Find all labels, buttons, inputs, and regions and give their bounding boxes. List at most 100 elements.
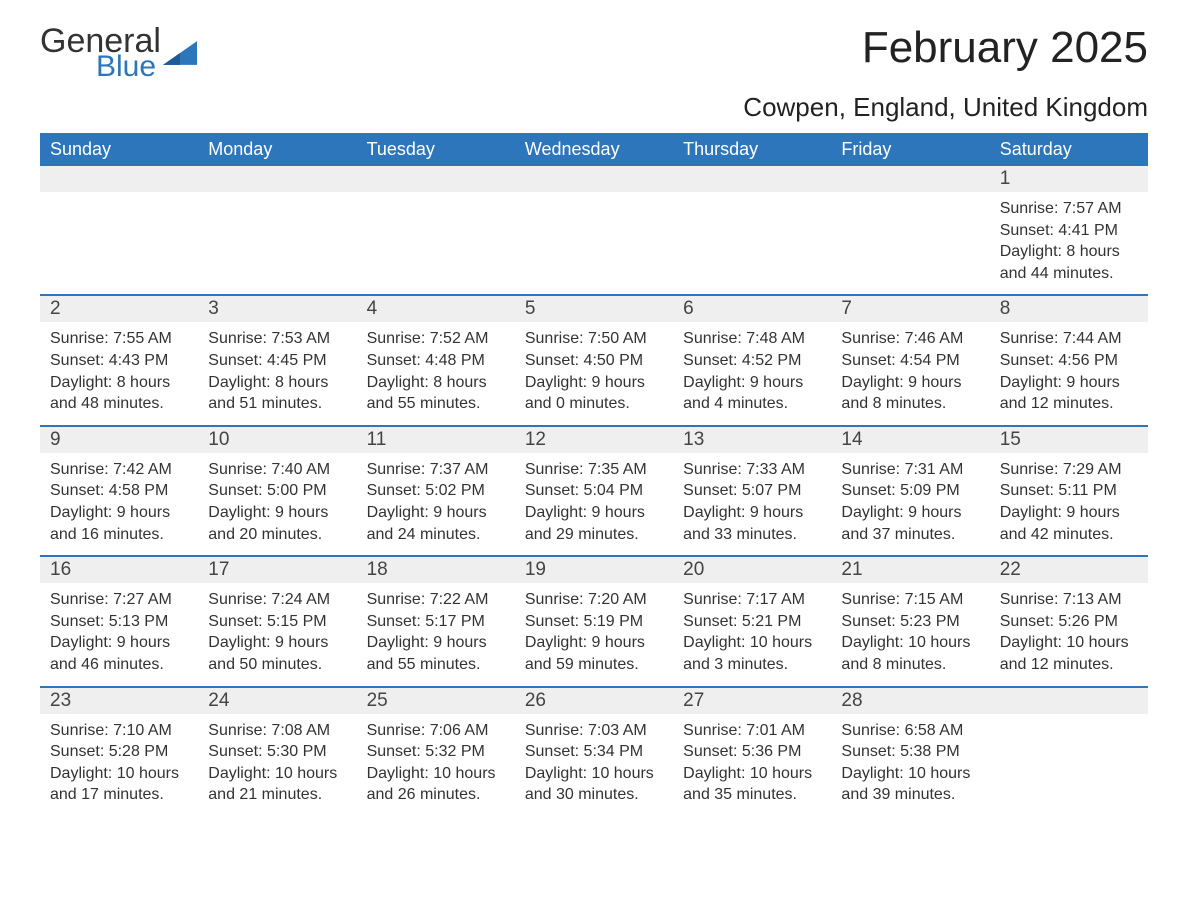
- day-number: 16: [40, 557, 198, 583]
- calendar-day: 12Sunrise: 7:35 AMSunset: 5:04 PMDayligh…: [515, 427, 673, 555]
- daylight-text: Daylight: 10 hours and 35 minutes.: [683, 763, 821, 806]
- day-number: 2: [40, 296, 198, 322]
- day-number: 18: [357, 557, 515, 583]
- day-details: Sunrise: 7:22 AMSunset: 5:17 PMDaylight:…: [367, 589, 505, 675]
- daylight-text: Daylight: 9 hours and 16 minutes.: [50, 502, 188, 545]
- day-details: Sunrise: 7:37 AMSunset: 5:02 PMDaylight:…: [367, 459, 505, 545]
- weekday-label: Saturday: [990, 133, 1148, 166]
- sunrise-text: Sunrise: 7:22 AM: [367, 589, 505, 611]
- daylight-text: Daylight: 10 hours and 39 minutes.: [841, 763, 979, 806]
- day-number: 8: [990, 296, 1148, 322]
- sunset-text: Sunset: 4:43 PM: [50, 350, 188, 372]
- sunrise-text: Sunrise: 7:13 AM: [1000, 589, 1138, 611]
- day-details: Sunrise: 6:58 AMSunset: 5:38 PMDaylight:…: [841, 720, 979, 806]
- sunrise-text: Sunrise: 7:29 AM: [1000, 459, 1138, 481]
- sunset-text: Sunset: 5:34 PM: [525, 741, 663, 763]
- sunset-text: Sunset: 5:11 PM: [1000, 480, 1138, 502]
- day-number: 9: [40, 427, 198, 453]
- daylight-text: Daylight: 9 hours and 12 minutes.: [1000, 372, 1138, 415]
- calendar-day: 18 Sunrise: 7:22 AMSunset: 5:17 PMDayligh…: [357, 557, 515, 685]
- day-number: 22: [990, 557, 1148, 583]
- weekday-label: Tuesday: [357, 133, 515, 166]
- sunrise-text: Sunrise: 7:03 AM: [525, 720, 663, 742]
- sunrise-text: Sunrise: 7:01 AM: [683, 720, 821, 742]
- calendar-day: 11Sunrise: 7:37 AMSunset: 5:02 PMDayligh…: [357, 427, 515, 555]
- day-number: 1: [990, 166, 1148, 192]
- calendar-day: 24Sunrise: 7:08 AMSunset: 5:30 PMDayligh…: [198, 688, 356, 816]
- calendar-week: 23Sunrise: 7:10 AMSunset: 5:28 PMDayligh…: [40, 686, 1148, 816]
- weekday-label: Friday: [831, 133, 989, 166]
- calendar-day: 21Sunrise: 7:15 AMSunset: 5:23 PMDayligh…: [831, 557, 989, 685]
- daylight-text: Daylight: 10 hours and 21 minutes.: [208, 763, 346, 806]
- day-number: 13: [673, 427, 831, 453]
- calendar-day: 6Sunrise: 7:48 AMSunset: 4:52 PMDaylight…: [673, 296, 831, 424]
- calendar-day: [831, 166, 989, 294]
- day-number: 23: [40, 688, 198, 714]
- daylight-text: Daylight: 9 hours and 50 minutes.: [208, 632, 346, 675]
- sunset-text: Sunset: 5:26 PM: [1000, 611, 1138, 633]
- day-details: Sunrise: 7:35 AMSunset: 5:04 PMDaylight:…: [525, 459, 663, 545]
- day-details: Sunrise: 7:44 AMSunset: 4:56 PMDaylight:…: [1000, 328, 1138, 414]
- logo-word2: Blue: [96, 52, 161, 82]
- sunrise-text: Sunrise: 7:33 AM: [683, 459, 821, 481]
- calendar-day: 27Sunrise: 7:01 AMSunset: 5:36 PMDayligh…: [673, 688, 831, 816]
- day-number: 3: [198, 296, 356, 322]
- daylight-text: Daylight: 8 hours and 55 minutes.: [367, 372, 505, 415]
- calendar-day: [673, 166, 831, 294]
- sunrise-text: Sunrise: 7:15 AM: [841, 589, 979, 611]
- calendar-day: 4Sunrise: 7:52 AMSunset: 4:48 PMDaylight…: [357, 296, 515, 424]
- sunset-text: Sunset: 5:17 PM: [367, 611, 505, 633]
- sunset-text: Sunset: 5:02 PM: [367, 480, 505, 502]
- daylight-text: Daylight: 9 hours and 55 minutes.: [367, 632, 505, 675]
- calendar-day: [40, 166, 198, 294]
- calendar-day: 7Sunrise: 7:46 AMSunset: 4:54 PMDaylight…: [831, 296, 989, 424]
- sunset-text: Sunset: 5:13 PM: [50, 611, 188, 633]
- day-details: Sunrise: 7:06 AMSunset: 5:32 PMDaylight:…: [367, 720, 505, 806]
- sunset-text: Sunset: 5:21 PM: [683, 611, 821, 633]
- sunrise-text: Sunrise: 7:42 AM: [50, 459, 188, 481]
- day-number: 14: [831, 427, 989, 453]
- sunset-text: Sunset: 4:58 PM: [50, 480, 188, 502]
- daylight-text: Daylight: 9 hours and 4 minutes.: [683, 372, 821, 415]
- sunset-text: Sunset: 4:52 PM: [683, 350, 821, 372]
- calendar-day: 14Sunrise: 7:31 AMSunset: 5:09 PMDayligh…: [831, 427, 989, 555]
- calendar-day: 1Sunrise: 7:57 AMSunset: 4:41 PMDaylight…: [990, 166, 1148, 294]
- day-number: 25: [357, 688, 515, 714]
- day-number: [990, 688, 1148, 714]
- day-details: Sunrise: 7:20 AMSunset: 5:19 PMDaylight:…: [525, 589, 663, 675]
- calendar-week: 9 Sunrise: 7:42 AMSunset: 4:58 PMDaylight…: [40, 425, 1148, 555]
- daylight-text: Daylight: 10 hours and 26 minutes.: [367, 763, 505, 806]
- calendar-day: 3 Sunrise: 7:53 AMSunset: 4:45 PMDaylight…: [198, 296, 356, 424]
- day-details: Sunrise: 7:17 AMSunset: 5:21 PMDaylight:…: [683, 589, 821, 675]
- sunrise-text: Sunrise: 7:55 AM: [50, 328, 188, 350]
- daylight-text: Daylight: 10 hours and 30 minutes.: [525, 763, 663, 806]
- daylight-text: Daylight: 10 hours and 3 minutes.: [683, 632, 821, 675]
- day-details: Sunrise: 7:33 AMSunset: 5:07 PMDaylight:…: [683, 459, 821, 545]
- sunrise-text: Sunrise: 7:20 AM: [525, 589, 663, 611]
- day-number: 10: [198, 427, 356, 453]
- sunrise-text: Sunrise: 7:27 AM: [50, 589, 188, 611]
- day-details: Sunrise: 7:29 AMSunset: 5:11 PMDaylight:…: [1000, 459, 1138, 545]
- sunset-text: Sunset: 5:00 PM: [208, 480, 346, 502]
- calendar-week: 16 Sunrise: 7:27 AMSunset: 5:13 PM Dayligh…: [40, 555, 1148, 685]
- day-number: [198, 166, 356, 192]
- weekday-label: Thursday: [673, 133, 831, 166]
- sunset-text: Sunset: 4:48 PM: [367, 350, 505, 372]
- sunrise-text: Sunrise: 7:46 AM: [841, 328, 979, 350]
- sunset-text: Sunset: 5:32 PM: [367, 741, 505, 763]
- page-title: February 2025: [862, 24, 1148, 72]
- sunrise-text: Sunrise: 7:57 AM: [1000, 198, 1138, 220]
- sunrise-text: Sunrise: 7:40 AM: [208, 459, 346, 481]
- sunset-text: Sunset: 4:54 PM: [841, 350, 979, 372]
- day-details: Sunrise: 7:53 AMSunset: 4:45 PMDaylight:…: [208, 328, 346, 414]
- calendar-day: 25 Sunrise: 7:06 AMSunset: 5:32 PMDayligh…: [357, 688, 515, 816]
- sunrise-text: Sunrise: 7:52 AM: [367, 328, 505, 350]
- sunset-text: Sunset: 5:15 PM: [208, 611, 346, 633]
- sunrise-text: Sunrise: 7:37 AM: [367, 459, 505, 481]
- calendar-day: 13 Sunrise: 7:33 AMSunset: 5:07 PMDayligh…: [673, 427, 831, 555]
- sunset-text: Sunset: 4:56 PM: [1000, 350, 1138, 372]
- day-number: 24: [198, 688, 356, 714]
- calendar-day: 8 Sunrise: 7:44 AMSunset: 4:56 PMDaylight…: [990, 296, 1148, 424]
- calendar-day: [198, 166, 356, 294]
- daylight-text: Daylight: 9 hours and 59 minutes.: [525, 632, 663, 675]
